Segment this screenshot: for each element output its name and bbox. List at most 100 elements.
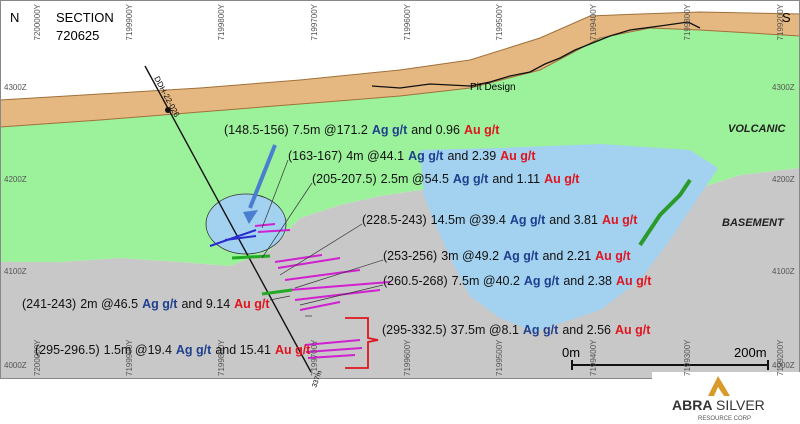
intercept-and: and 2.39 (447, 149, 496, 163)
intercept-and: and 15.41 (215, 343, 271, 357)
intercept-au: Au g/t (500, 149, 536, 163)
elevation-label: 4100Z (4, 267, 27, 276)
intercept-result: 4m @44.1 (346, 149, 404, 163)
logo-name-a: ABRA (672, 397, 712, 413)
intercept-label: (260.5-268) 7.5m @40.2 Ag g/t and 2.38 Au g/… (383, 274, 652, 288)
intercept-ag: Ag g/t (372, 123, 408, 137)
intercept-au: Au g/t (275, 343, 311, 357)
logo-name-b: SILVER (716, 397, 765, 413)
intercept-ag: Ag g/t (453, 172, 489, 186)
intercept-label: (228.5-243) 14.5m @39.4 Ag g/t and 3.81 Au g… (362, 213, 638, 227)
elevation-label: 4000Z (772, 361, 795, 370)
north: N (10, 10, 19, 25)
intercept-ag: Ag g/t (176, 343, 212, 357)
assay-bars-blue (209, 229, 257, 247)
scale-end: 200m (734, 345, 767, 360)
logo-box (652, 372, 800, 424)
intercept-result: 2.5m @54.5 (381, 172, 449, 186)
pit-outline (371, 21, 701, 89)
elevation-label: 4300Z (772, 83, 795, 92)
northing-label: 7199300Y (683, 339, 692, 376)
northing-label: 7199400Y (589, 3, 598, 40)
logo-tagline: RESOURCE CORP (698, 416, 751, 422)
intercept-interval: (260.5-268) (383, 274, 448, 288)
intercept-label: (148.5-156) 7.5m @171.2 Ag g/t and 0.96 Au g… (224, 123, 500, 137)
northing-label: 7200000Y (33, 339, 42, 376)
target-zone (420, 144, 718, 332)
intercept-label: (205-207.5) 2.5m @54.5 Ag g/t and 1.11 Au g/… (312, 172, 580, 186)
northing-label: 7199500Y (495, 3, 504, 40)
volcanic (0, 28, 800, 266)
intercept-label: (295-332.5) 37.5m @8.1 Ag g/t and 2.56 Au g/… (382, 323, 651, 337)
south: S (782, 10, 791, 25)
northing-label: 7199200Y (776, 3, 785, 40)
intercept-ag: Ag g/t (524, 274, 560, 288)
intercept-interval: (295-296.5) (35, 343, 100, 357)
unit-label: VOLCANIC (728, 123, 787, 135)
assay-bars (254, 223, 391, 359)
northing-label: 7199700Y (310, 339, 319, 376)
elevation-label: 4300Z (4, 83, 27, 92)
intercept-label: (253-256) 3m @49.2 Ag g/t and 2.21 Au g/t (383, 249, 631, 263)
arrow-head (243, 210, 258, 224)
elevation-label: 4200Z (4, 175, 27, 184)
intercept-result: 3m @49.2 (441, 249, 499, 263)
intercept-result: 37.5m @8.1 (451, 323, 519, 337)
intercept-au: Au g/t (234, 297, 270, 311)
drill-trace (144, 65, 312, 373)
arrow (248, 144, 277, 209)
intercept-result: 7.5m @171.2 (293, 123, 368, 137)
leaders (261, 159, 384, 317)
unit-label: BASEMENT (722, 217, 785, 229)
intercept-interval: (253-256) (383, 249, 437, 263)
intercept-interval: (228.5-243) (362, 213, 427, 227)
northing-label: 7199200Y (776, 339, 785, 376)
intercept-ag: Ag g/t (523, 323, 559, 337)
intercept-ag: Ag g/t (503, 249, 539, 263)
elevation-label: 4200Z (772, 175, 795, 184)
northing-label: 7200000Y (33, 3, 42, 40)
elevation-label: 4000Z (4, 361, 27, 370)
assay-bars-green (231, 254, 293, 296)
northing-label: 7199700Y (310, 3, 319, 40)
intercept-interval: (241-243) (22, 297, 76, 311)
intercept-ag: Ag g/t (510, 213, 546, 227)
intercept-interval: (163-167) (288, 149, 342, 163)
section-label: SECTION (56, 10, 114, 25)
northing-label: 7199400Y (589, 339, 598, 376)
intercept-au: Au g/t (595, 249, 631, 263)
intercept-au: Au g/t (616, 274, 652, 288)
intercept-and: and 3.81 (549, 213, 598, 227)
intercept-ag: Ag g/t (142, 297, 178, 311)
intercept-label: (241-243) 2m @46.5 Ag g/t and 9.14 Au g/t (22, 297, 270, 311)
intercept-and: and 2.21 (542, 249, 591, 263)
intercept-result: 2m @46.5 (80, 297, 138, 311)
intercept-interval: (148.5-156) (224, 123, 289, 137)
intercept-and: and 9.14 (181, 297, 230, 311)
intercept-interval: (295-332.5) (382, 323, 447, 337)
northing-label: 7199800Y (217, 3, 226, 40)
intercept-result: 7.5m @40.2 (452, 274, 520, 288)
northing-label: 7199600Y (403, 3, 412, 40)
northing-label: 7199300Y (683, 3, 692, 40)
intercept-interval: (205-207.5) (312, 172, 377, 186)
northing-label: 7199500Y (495, 339, 504, 376)
intercept-result: 1.5m @19.4 (104, 343, 172, 357)
northing-label: 7199900Y (125, 3, 134, 40)
intercept-au: Au g/t (464, 123, 500, 137)
intercept-and: and 2.38 (563, 274, 612, 288)
intercept-ag: Ag g/t (408, 149, 444, 163)
northing-label: 7199800Y (217, 339, 226, 376)
logo-mark (708, 376, 730, 396)
scale-start: 0m (562, 345, 580, 360)
intercept-label: (295-296.5) 1.5m @19.4 Ag g/t and 15.41 Au g… (35, 343, 311, 357)
northing-label: 7199900Y (125, 339, 134, 376)
intercept-and: and 2.56 (562, 323, 611, 337)
intercept-au: Au g/t (602, 213, 638, 227)
intercept-result: 14.5m @39.4 (431, 213, 506, 227)
collar (165, 107, 171, 113)
intercept-label: (163-167) 4m @44.1 Ag g/t and 2.39 Au g/t (288, 149, 536, 163)
elevation-label: 4100Z (772, 267, 795, 276)
intercept-au: Au g/t (544, 172, 580, 186)
